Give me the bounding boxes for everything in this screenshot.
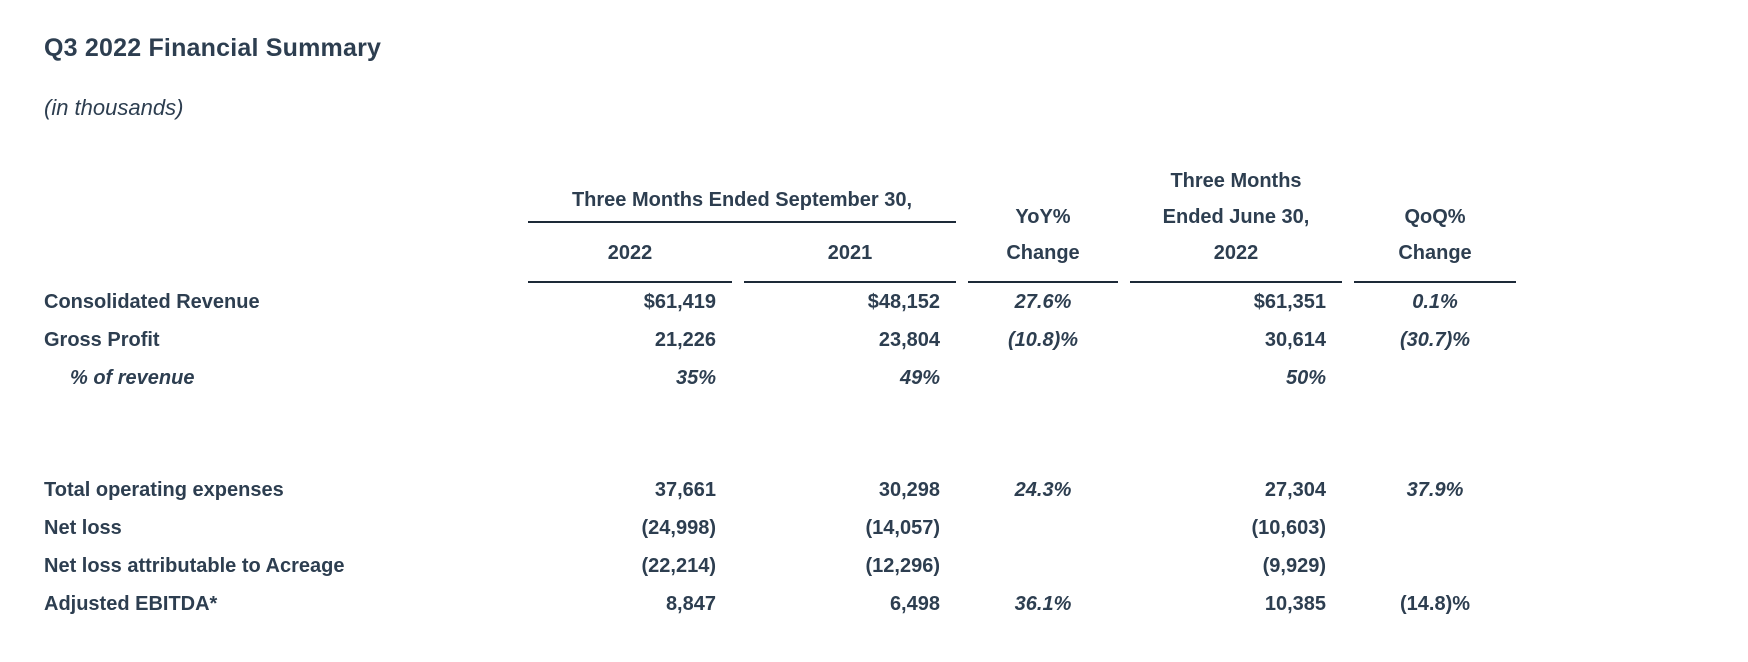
cell-jun-2022: 30,614 xyxy=(1264,328,1326,351)
spacer-row xyxy=(44,397,1516,471)
col-header-qoq-line2: Change xyxy=(1398,242,1472,264)
col-header-sep-2022: 2022 xyxy=(528,223,732,283)
cell-sep-2021: $48,152 xyxy=(867,290,940,313)
cell-qoq-change xyxy=(1354,547,1516,585)
cell-jun-2022: 50% xyxy=(1285,366,1326,389)
table-row-net-loss: Net loss (24,998) (14,057) (10,603) xyxy=(44,509,1516,547)
table-row-consolidated-revenue: Consolidated Revenue $61,419 $48,152 27.… xyxy=(44,283,1516,321)
cell-qoq-change xyxy=(1354,509,1516,547)
cell-sep-2022: 35% xyxy=(675,366,716,389)
row-label: Total operating expenses xyxy=(44,478,284,501)
cell-sep-2021: (14,057) xyxy=(865,516,941,539)
cell-sep-2022: $61,419 xyxy=(643,290,716,313)
financial-table: Three Months Ended September 30, YoY% Ch… xyxy=(32,163,1528,623)
row-label: Net loss xyxy=(44,516,122,539)
header-row-group: Three Months Ended September 30, YoY% Ch… xyxy=(44,163,1516,283)
cell-yoy-change xyxy=(968,547,1118,585)
cell-sep-2022: 37,661 xyxy=(654,478,716,501)
table-row-net-loss-attributable: Net loss attributable to Acreage (22,214… xyxy=(44,547,1516,585)
table-row-gross-profit: Gross Profit 21,226 23,804 (10.8)% 30,61… xyxy=(44,321,1516,359)
cell-sep-2021: 49% xyxy=(899,366,940,389)
cell-sep-2022: 21,226 xyxy=(654,328,716,351)
cell-qoq-change: (30.7)% xyxy=(1399,328,1471,351)
col-header-yoy-line2: Change xyxy=(1006,242,1080,264)
cell-yoy-change: 36.1% xyxy=(1014,592,1072,615)
table-row-adjusted-ebitda: Adjusted EBITDA* 8,847 6,498 36.1% 10,38… xyxy=(44,585,1516,623)
table-row-pct-of-revenue: % of revenue 35% 49% 50% xyxy=(44,359,1516,397)
header-row-years: 2022 2021 xyxy=(44,223,1516,283)
row-label: Net loss attributable to Acreage xyxy=(44,554,345,577)
header-empty-cell xyxy=(44,163,516,283)
cell-sep-2021: (12,296) xyxy=(865,554,941,577)
cell-yoy-change: (10.8)% xyxy=(1007,328,1079,351)
col-header-qoq-line1: QoQ% xyxy=(1404,206,1466,228)
row-label: Consolidated Revenue xyxy=(44,290,260,313)
cell-jun-2022: (10,603) xyxy=(1251,516,1327,539)
col-group-header-sep30: Three Months Ended September 30, xyxy=(528,163,956,223)
cell-yoy-change: 24.3% xyxy=(1014,478,1072,501)
cell-sep-2021: 30,298 xyxy=(878,478,940,501)
cell-qoq-change xyxy=(1354,359,1516,397)
cell-sep-2022: (24,998) xyxy=(641,516,717,539)
cell-sep-2022: (22,214) xyxy=(641,554,717,577)
col-header-sep-2021: 2021 xyxy=(744,223,956,283)
col-header-june-line2: Ended June 30, xyxy=(1162,206,1310,228)
cell-yoy-change xyxy=(968,509,1118,547)
row-label: % of revenue xyxy=(70,366,195,389)
col-header-yoy-change: YoY% Change xyxy=(968,163,1118,283)
cell-sep-2021: 6,498 xyxy=(889,592,940,615)
cell-sep-2022: 8,847 xyxy=(665,592,716,615)
table-header: Three Months Ended September 30, YoY% Ch… xyxy=(44,163,1516,283)
col-header-june-quarter: Three Months Ended June 30, 2022 xyxy=(1130,163,1342,283)
cell-sep-2021: 23,804 xyxy=(878,328,940,351)
table-row-total-operating-expenses: Total operating expenses 37,661 30,298 2… xyxy=(44,471,1516,509)
cell-qoq-change: 37.9% xyxy=(1406,478,1464,501)
row-label: Adjusted EBITDA* xyxy=(44,592,218,615)
cell-jun-2022: $61,351 xyxy=(1253,290,1326,313)
col-header-june-line3: 2022 xyxy=(1213,242,1259,264)
page-title: Q3 2022 Financial Summary xyxy=(44,34,382,62)
spacer-cell xyxy=(44,397,1516,471)
cell-jun-2022: (9,929) xyxy=(1262,554,1326,577)
page-subtitle: (in thousands) xyxy=(44,95,184,120)
table-body: Consolidated Revenue $61,419 $48,152 27.… xyxy=(44,283,1516,623)
cell-yoy-change xyxy=(968,359,1118,397)
cell-jun-2022: 10,385 xyxy=(1264,592,1326,615)
col-header-qoq-change: QoQ% Change xyxy=(1354,163,1516,283)
col-header-yoy-line1: YoY% xyxy=(1015,206,1071,228)
financial-summary-page: Q3 2022 Financial Summary (in thousands)… xyxy=(32,34,1528,623)
cell-yoy-change: 27.6% xyxy=(1014,290,1072,313)
cell-jun-2022: 27,304 xyxy=(1264,478,1326,501)
cell-qoq-change: 0.1% xyxy=(1412,290,1458,313)
cell-qoq-change: (14.8)% xyxy=(1399,592,1471,615)
col-header-june-line1: Three Months xyxy=(1170,170,1302,192)
row-label: Gross Profit xyxy=(44,328,160,351)
